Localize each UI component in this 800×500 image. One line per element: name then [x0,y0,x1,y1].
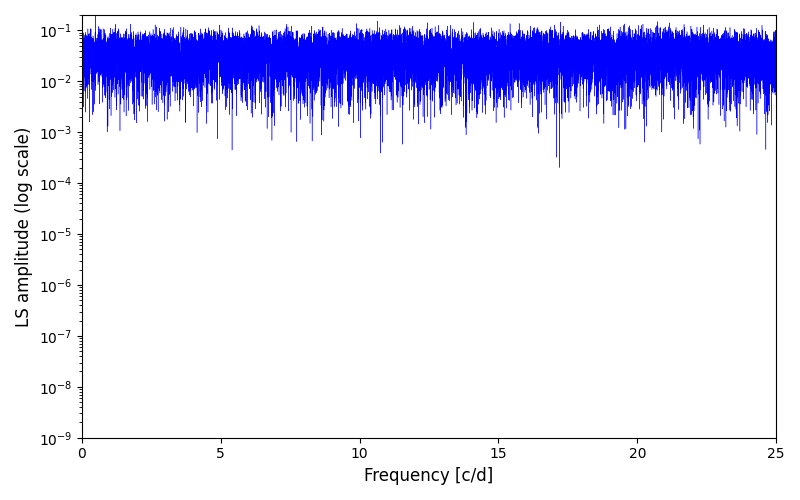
X-axis label: Frequency [c/d]: Frequency [c/d] [364,467,494,485]
Y-axis label: LS amplitude (log scale): LS amplitude (log scale) [15,126,33,326]
